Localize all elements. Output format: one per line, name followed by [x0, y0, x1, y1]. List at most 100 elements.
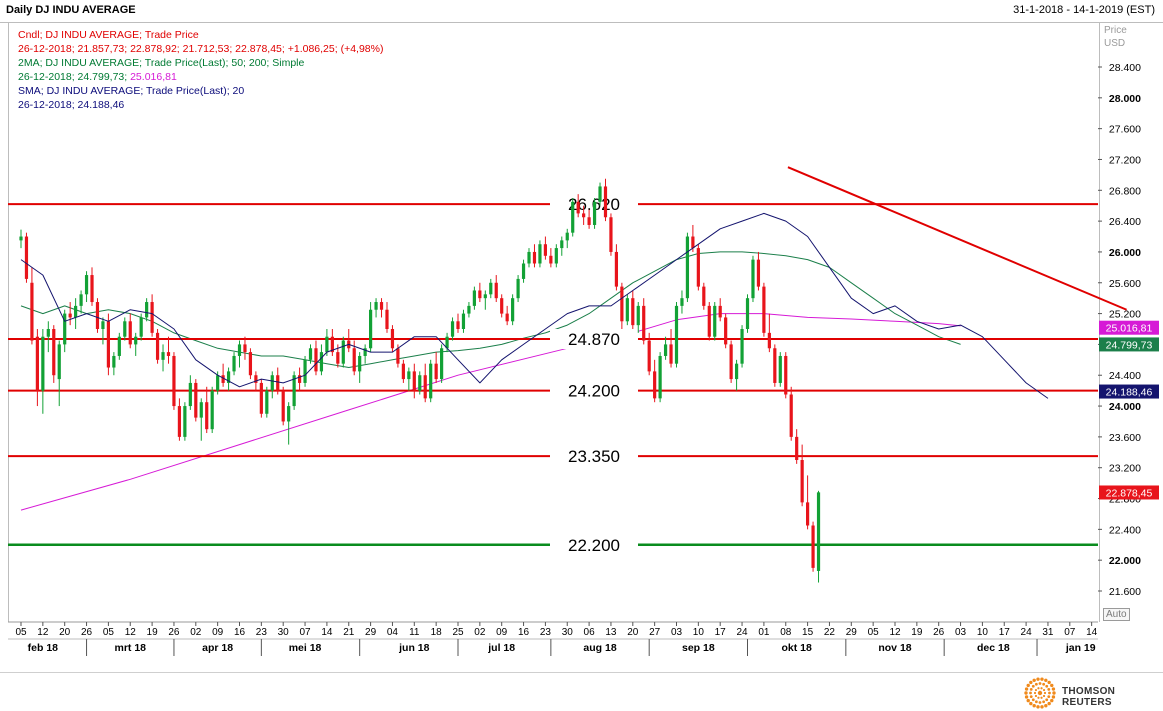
candle-body	[297, 375, 302, 383]
candle-body	[816, 492, 821, 571]
candle-body	[412, 371, 416, 391]
x-month-label: jun 18	[398, 642, 430, 654]
candle-body	[57, 344, 61, 380]
candle-body	[101, 321, 105, 329]
candle-body	[543, 244, 547, 256]
logo-dot	[1047, 695, 1051, 699]
logo-dot	[1029, 687, 1033, 691]
logo-dot	[1051, 695, 1056, 699]
level-label-bg	[550, 534, 638, 555]
x-day-label: 11	[409, 627, 420, 638]
logo-dot	[1050, 683, 1054, 688]
x-day-label: 31	[1042, 627, 1054, 638]
candle-body	[363, 348, 367, 356]
x-month-label: jan 19	[1065, 642, 1096, 654]
candle-body	[358, 355, 362, 372]
candle-body	[352, 348, 356, 372]
footer-bar	[0, 672, 1163, 711]
x-day-label: 23	[540, 627, 552, 638]
x-day-label: 20	[627, 627, 639, 638]
logo-dot	[1026, 698, 1030, 703]
candle-body	[456, 321, 460, 329]
x-day-label: 10	[977, 627, 989, 638]
candle-body	[123, 321, 127, 337]
y-tick-label: 22.000	[1109, 555, 1141, 567]
candle-body	[139, 317, 143, 337]
x-day-label: 14	[1086, 627, 1098, 638]
candle-body	[680, 298, 684, 306]
auto-scale-button[interactable]: Auto	[1103, 608, 1130, 621]
candle-body	[183, 406, 187, 437]
candle-body	[729, 344, 733, 380]
candle-body	[177, 406, 182, 437]
x-day-label: 08	[780, 627, 792, 638]
logo-dot	[1040, 705, 1044, 709]
candle-body	[265, 390, 269, 414]
candle-body	[592, 201, 597, 225]
logo-dot	[1029, 695, 1033, 699]
legend-sma-name: SMA; DJ INDU AVERAGE; Trade Price(Last);…	[18, 85, 245, 97]
x-day-label: 05	[868, 627, 880, 638]
candle-body	[647, 340, 651, 372]
logo-dot	[1034, 700, 1038, 704]
candle-body	[418, 375, 422, 391]
logo-center	[1037, 690, 1043, 696]
logo-dot	[1029, 701, 1033, 706]
x-day-label: 20	[59, 627, 71, 638]
candle-body	[603, 186, 608, 218]
candle-body	[538, 244, 542, 264]
candle-body	[401, 363, 405, 380]
candle-body	[511, 298, 515, 322]
logo-dot	[1042, 682, 1046, 686]
candle-body	[172, 355, 176, 407]
x-day-label: 18	[431, 627, 443, 638]
candle-body	[713, 305, 717, 337]
logo-dot	[1052, 691, 1056, 695]
logo-dot	[1037, 687, 1040, 690]
level-label-bg	[550, 380, 638, 401]
candle-body	[500, 298, 504, 314]
logo-dot	[1051, 687, 1056, 691]
level-label-bg	[550, 329, 638, 350]
price-tags: 25.016,81 24.799,73 24.188,46 22.878,45	[1099, 320, 1159, 500]
candle-body	[795, 436, 799, 460]
candle-body	[41, 336, 45, 391]
logo-dot	[1034, 682, 1038, 686]
x-day-label: 09	[496, 627, 508, 638]
candle-body	[560, 240, 564, 249]
ma200-layer	[20, 313, 961, 511]
x-day-label: 09	[212, 627, 224, 638]
thomson-reuters-logo-icon	[1024, 677, 1056, 709]
candle-body	[24, 236, 29, 279]
candle-body	[128, 321, 132, 345]
chart-header: Daily DJ INDU AVERAGE 31-1-2018 - 14-1-2…	[0, 0, 1163, 23]
y-tick-label: 21.600	[1109, 586, 1141, 598]
x-day-label: 15	[802, 627, 814, 638]
logo-dot	[1044, 678, 1048, 682]
candle-body	[308, 348, 313, 360]
ma50-layer	[20, 251, 961, 368]
x-day-label: 21	[343, 627, 355, 638]
level-label: 24.200	[568, 382, 620, 401]
candle-body	[461, 313, 466, 329]
x-day-label: 05	[103, 627, 115, 638]
candle-body	[472, 290, 476, 306]
logo-dot	[1034, 688, 1038, 692]
x-day-label: 04	[387, 627, 399, 638]
candle-body	[806, 502, 810, 526]
x-day-label: 06	[584, 627, 596, 638]
candle-body	[631, 298, 635, 326]
price-tag-bg	[1099, 485, 1159, 500]
y-tick-label: 24.400	[1109, 370, 1141, 382]
x-day-label: 13	[605, 627, 617, 638]
logo-dot	[1034, 694, 1038, 698]
legend-candle-name: Cndl; DJ INDU AVERAGE; Trade Price	[18, 29, 199, 41]
candle-body	[161, 352, 165, 360]
logo-dot	[1032, 704, 1036, 708]
logo-dot	[1044, 704, 1048, 708]
candle-body	[691, 236, 695, 249]
candle-body	[84, 275, 89, 295]
logo-dot	[1048, 691, 1051, 695]
candle-body	[63, 313, 67, 345]
